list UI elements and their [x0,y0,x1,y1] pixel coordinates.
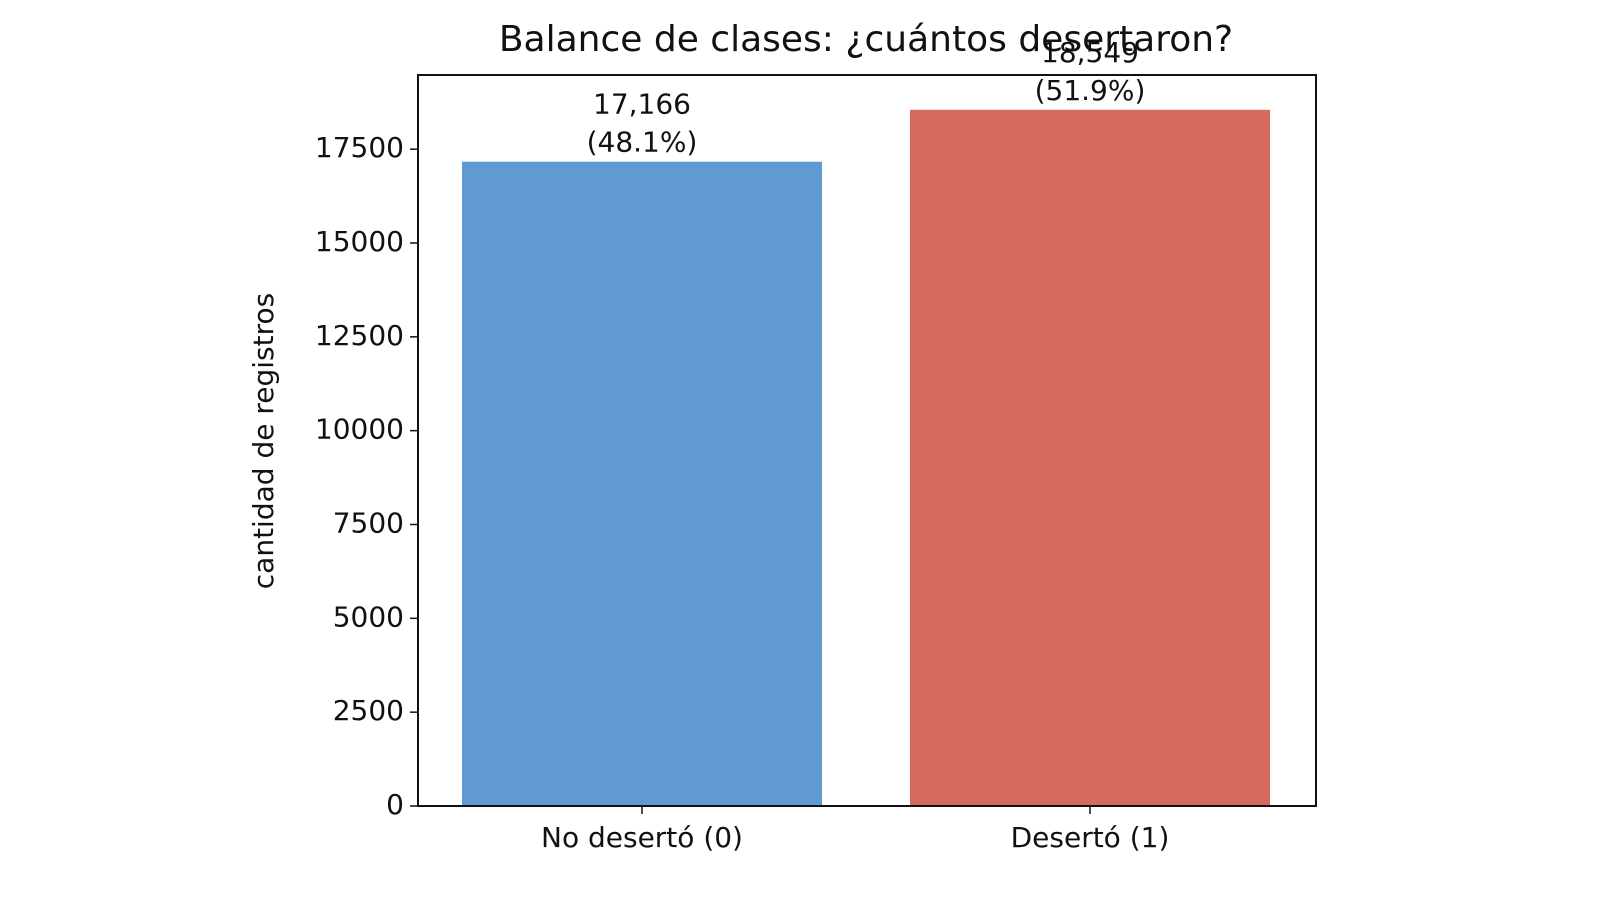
y-tick-label: 17500 [315,131,404,164]
percent-label: (48.1%) [587,126,698,159]
y-tick-label: 5000 [333,600,404,633]
plot-frame [417,74,1317,807]
y-tick-label: 10000 [315,413,404,446]
value-label: 17,166 [593,88,691,121]
x-tick-label: Desertó (1) [1011,821,1170,854]
y-tick-label: 15000 [315,225,404,258]
percent-label: (51.9%) [1035,74,1146,107]
y-tick-label: 12500 [315,319,404,352]
x-tick-label: No desertó (0) [541,821,743,854]
bar [462,161,822,806]
chart-title: Balance de clases: ¿cuántos desertaron? [499,19,1233,60]
y-tick-label: 0 [386,788,404,821]
y-axis-label: cantidad de registros [247,293,280,589]
bar [910,109,1270,806]
y-tick-label: 2500 [333,694,404,727]
y-tick-label: 7500 [333,506,404,539]
value-label: 18,549 [1041,36,1139,69]
